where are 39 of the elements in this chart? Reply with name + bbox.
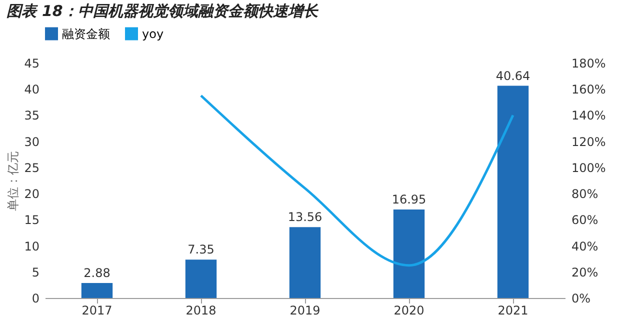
y-tick-label: 0 [32,292,40,306]
legend-label: 融资金额 [62,26,110,41]
y-axis-title: 单位：亿元 [6,151,20,211]
y2-tick-label: 100% [572,160,606,175]
x-tick-label: 2018 [186,304,216,318]
data-label: 16.95 [392,192,426,206]
x-tick-label: 2017 [82,304,112,318]
bar [81,282,113,298]
x-tick-label: 2019 [290,304,320,318]
y2-tick-label: 120% [572,134,606,149]
y2-tick-label: 20% [572,265,598,280]
chart-title: 图表 18：中国机器视觉领域融资金额快速增长 [6,2,319,20]
y-tick-label: 45 [24,56,40,70]
data-label: 40.64 [496,68,530,83]
y2-tick-label: 60% [572,213,598,228]
y2-tick-label: 140% [572,108,606,123]
data-label: 2.88 [84,266,110,280]
y-tick-label: 10 [24,239,40,254]
x-tick-label: 2020 [394,304,424,318]
data-label: 13.56 [288,210,322,224]
y2-tick-label: 80% [572,187,598,202]
data-label: 7.35 [188,242,214,257]
y-tick-label: 15 [24,213,40,228]
y-tick-label: 25 [24,160,40,175]
y2-tick-label: 40% [572,239,598,254]
y-tick-label: 20 [24,187,40,202]
y-tick-label: 35 [24,108,40,123]
y2-tick-label: 0% [572,292,591,306]
y-tick-label: 30 [24,134,40,149]
y-tick-label: 5 [32,265,40,280]
legend-label: yoy [142,26,164,41]
bar [393,209,425,298]
bar [185,260,217,298]
bar [289,227,321,298]
bar [497,86,529,298]
x-tick-label: 2021 [498,304,528,318]
y2-tick-label: 160% [572,82,606,97]
y2-tick-label: 180% [572,56,606,70]
y-tick-label: 40 [24,82,40,97]
